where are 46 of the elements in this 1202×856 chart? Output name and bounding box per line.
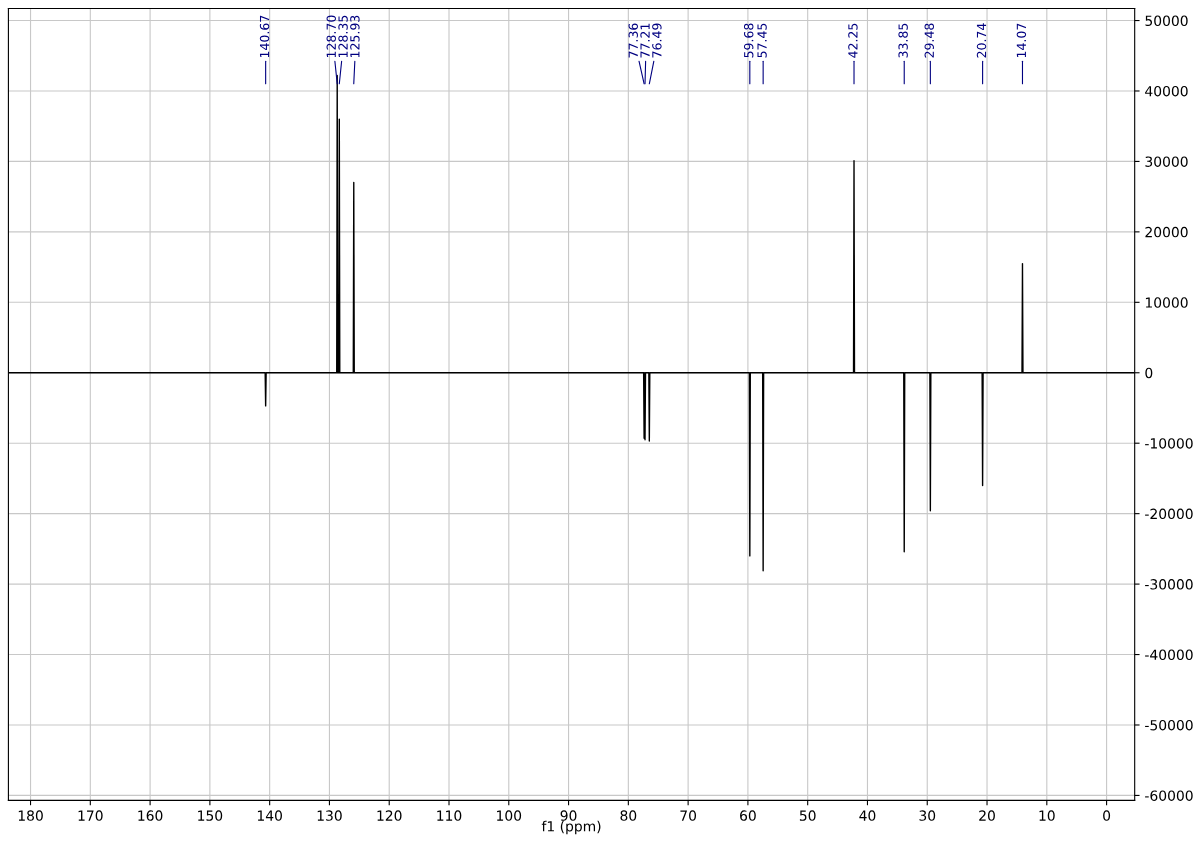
x-tick-label: 140 (257, 810, 282, 821)
x-tick-label: 150 (198, 810, 223, 821)
x-tick-label: 0 (1103, 810, 1111, 821)
x-tick-label: 100 (497, 810, 522, 821)
x-tick-label: 50 (799, 810, 816, 821)
annotation: 33.85 (898, 23, 908, 58)
x-tick-label: 60 (740, 810, 756, 821)
annotation: 125.93 (350, 15, 360, 58)
x-tick-label: 80 (620, 810, 637, 821)
annotation: 29.48 (924, 23, 934, 58)
annotation: 42.25 (848, 23, 858, 58)
y-tick-label: 50000 (1145, 15, 1188, 27)
x-tick-label: 10 (1039, 810, 1055, 821)
x-tick-label: 170 (78, 810, 103, 821)
y-tick-label: 40000 (1145, 85, 1188, 97)
y-tick-label: 10000 (1145, 297, 1188, 308)
x-tick-label: 180 (18, 810, 43, 821)
y-tick-label: -40000 (1145, 649, 1193, 661)
y-tick-label: -10000 (1145, 438, 1193, 449)
y-tick-label: 0 (1145, 367, 1153, 379)
annotation: 128.35 (338, 15, 348, 58)
y-tick-label: -60000 (1145, 790, 1193, 801)
x-tick-label: 160 (138, 810, 163, 821)
x-axis-title: f1 (ppm) (541, 820, 601, 835)
annotation: 128.70 (326, 15, 336, 58)
annotation: 77.36 (628, 23, 638, 58)
x-tick-label: 120 (377, 810, 402, 821)
y-tick-label: -20000 (1145, 508, 1193, 520)
y-tick-label: 30000 (1145, 156, 1188, 167)
annotation: 20.74 (976, 23, 987, 58)
x-tick-label: 110 (437, 810, 462, 821)
annotation: 14.07 (1016, 23, 1027, 58)
x-tick-label: 30 (919, 810, 936, 821)
x-tick-label: 20 (979, 810, 995, 821)
annotation: 77.21 (640, 23, 650, 58)
y-tick-label: -50000 (1145, 719, 1193, 731)
x-tick-label: 70 (680, 810, 697, 821)
x-tick-label: 40 (859, 810, 876, 821)
y-tick-label: 20000 (1145, 226, 1188, 238)
annotation: 140.67 (259, 15, 270, 58)
annotation: 59.68 (743, 23, 754, 58)
y-tick-label: -30000 (1145, 579, 1193, 590)
annotation: 57.45 (757, 23, 767, 58)
x-tick-label: 90 (560, 810, 577, 821)
x-tick-label: 130 (317, 810, 342, 821)
annotation: 76.49 (652, 23, 662, 58)
